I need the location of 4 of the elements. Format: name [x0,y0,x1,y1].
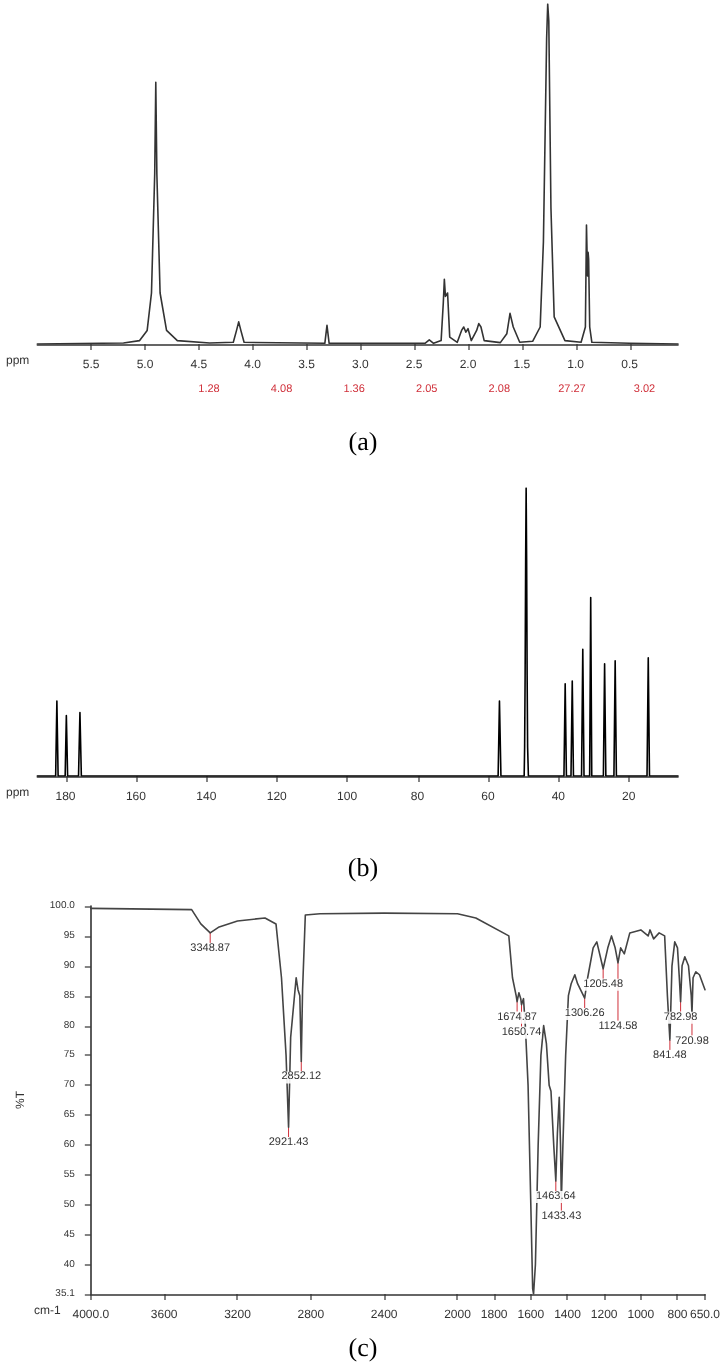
text: (c) [348,1332,378,1362]
text: (a) [348,426,378,456]
line-series [90,907,706,1295]
text: (b) [347,852,379,882]
